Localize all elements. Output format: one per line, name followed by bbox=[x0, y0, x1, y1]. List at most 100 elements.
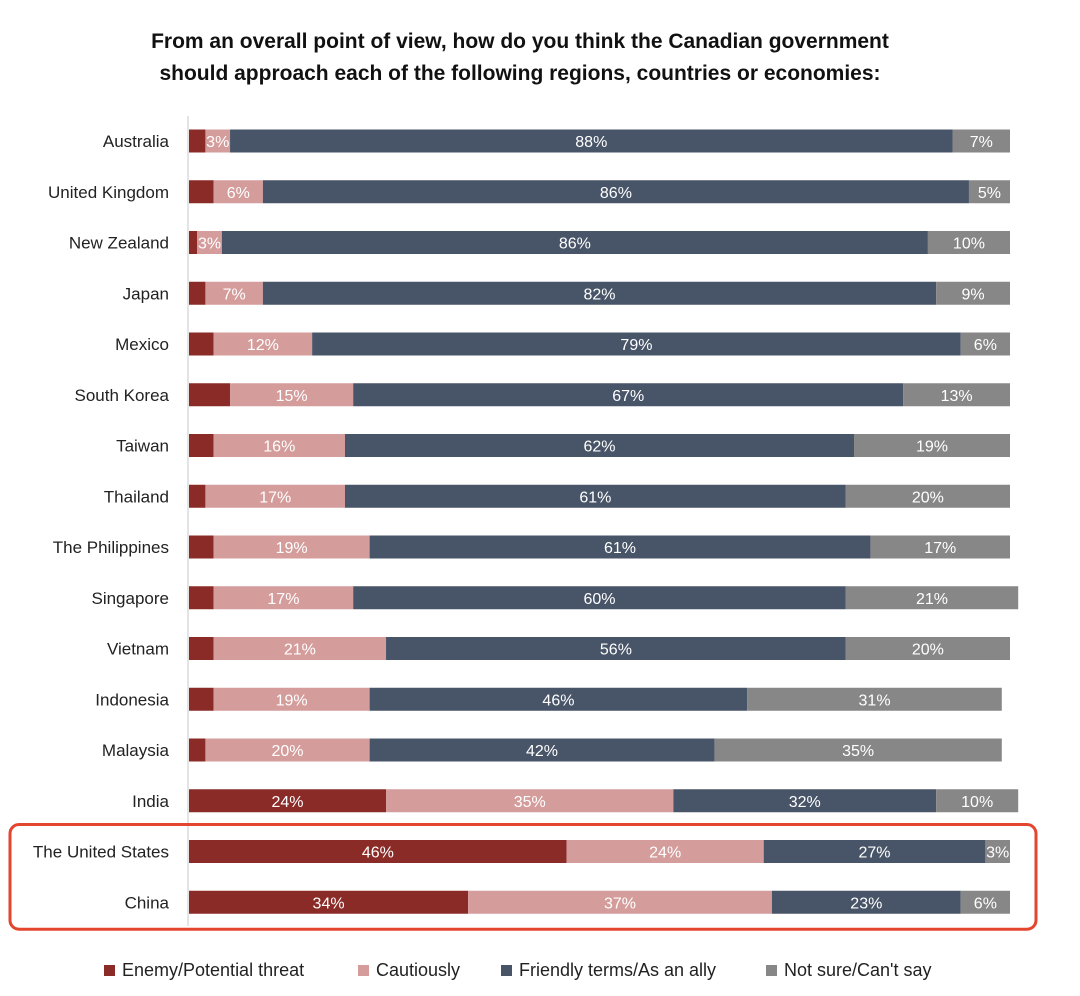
data-label: 15% bbox=[276, 388, 308, 405]
stacked-bar-chart: Australia 3% 88% 7% United Kingdom 6% 86% 5% New… bbox=[8, 116, 1038, 931]
bar-segment bbox=[386, 637, 846, 660]
data-label: 61% bbox=[579, 489, 611, 506]
bar-segment bbox=[870, 535, 1010, 559]
bar-segment bbox=[566, 840, 764, 863]
category-label: United Kingdom bbox=[48, 183, 169, 202]
bar-segment bbox=[952, 129, 1010, 153]
category-label: New Zealand bbox=[69, 234, 169, 253]
bar-segment bbox=[213, 180, 263, 204]
bar-segment bbox=[189, 129, 206, 153]
bar-segment bbox=[771, 890, 961, 914]
category-label: Indonesia bbox=[95, 690, 169, 709]
data-label: 20% bbox=[272, 743, 304, 760]
data-label: 17% bbox=[267, 591, 299, 608]
legend-label-notsure: Not sure/Can't say bbox=[784, 960, 932, 980]
data-label: 3% bbox=[206, 134, 229, 151]
data-label: 86% bbox=[559, 236, 591, 253]
bar-segment bbox=[213, 586, 354, 610]
data-label: 79% bbox=[620, 337, 652, 354]
data-label: 19% bbox=[916, 439, 948, 456]
data-label: 3% bbox=[198, 236, 221, 253]
bar-segment bbox=[213, 535, 370, 559]
bar-segment bbox=[714, 738, 1002, 762]
bar-segment bbox=[262, 281, 937, 305]
bar-segment bbox=[747, 687, 1002, 711]
data-label: 16% bbox=[263, 439, 295, 456]
chart-title-line-2: should approach each of the following re… bbox=[159, 62, 881, 85]
data-label: 20% bbox=[912, 642, 944, 659]
chart-legend: Enemy/Potential threat Cautiously Friend… bbox=[0, 960, 1080, 986]
data-label: 9% bbox=[961, 286, 984, 303]
bar-segment bbox=[213, 687, 370, 711]
category-label: The United States bbox=[33, 843, 169, 862]
data-label: 31% bbox=[859, 692, 891, 709]
data-label: 60% bbox=[583, 591, 615, 608]
bar-segment bbox=[189, 434, 214, 457]
legend-item-cautiously: Cautiously bbox=[358, 960, 460, 981]
legend-item-enemy: Enemy/Potential threat bbox=[104, 960, 304, 981]
bar-segment bbox=[353, 586, 846, 610]
bar-segment bbox=[386, 789, 674, 813]
bar-segment bbox=[927, 231, 1010, 254]
data-label: 19% bbox=[276, 692, 308, 709]
bar-segment bbox=[189, 738, 206, 762]
data-label: 34% bbox=[313, 895, 345, 912]
legend-swatch-cautiously bbox=[358, 965, 369, 976]
category-label: South Korea bbox=[74, 386, 169, 405]
data-label: 46% bbox=[542, 692, 574, 709]
chart-title: From an overall point of view, how do yo… bbox=[0, 26, 1040, 90]
bar-segment bbox=[197, 231, 222, 254]
data-label: 32% bbox=[789, 794, 821, 811]
data-label: 17% bbox=[924, 540, 956, 557]
category-label: Vietnam bbox=[107, 640, 169, 659]
bar-segment bbox=[230, 383, 354, 407]
data-label: 24% bbox=[272, 794, 304, 811]
bar-segment bbox=[189, 535, 214, 559]
bar-segment bbox=[189, 687, 214, 711]
bar-segment bbox=[205, 738, 370, 762]
bar-segment bbox=[854, 434, 1010, 457]
data-label: 37% bbox=[604, 895, 636, 912]
data-label: 82% bbox=[583, 286, 615, 303]
data-label: 13% bbox=[941, 388, 973, 405]
category-label: China bbox=[125, 893, 170, 912]
bar-segment bbox=[205, 129, 231, 153]
data-label: 35% bbox=[842, 743, 874, 760]
bar-segment bbox=[960, 890, 1010, 914]
data-label: 6% bbox=[974, 895, 997, 912]
bar-segment bbox=[213, 332, 313, 356]
bar-segment bbox=[468, 890, 772, 914]
bar-segment bbox=[205, 281, 263, 305]
bar-segment bbox=[903, 383, 1010, 407]
data-label: 21% bbox=[916, 591, 948, 608]
bar-segment bbox=[189, 840, 567, 863]
data-label: 21% bbox=[284, 642, 316, 659]
data-label: 35% bbox=[514, 794, 546, 811]
bar-segment bbox=[213, 434, 345, 457]
bar-segment bbox=[189, 484, 206, 508]
data-label: 12% bbox=[247, 337, 279, 354]
bar-segment bbox=[189, 231, 198, 254]
data-label: 88% bbox=[575, 134, 607, 151]
data-label: 10% bbox=[953, 236, 985, 253]
bar-segment bbox=[189, 332, 214, 356]
legend-swatch-enemy bbox=[104, 965, 115, 976]
category-label: Japan bbox=[123, 284, 169, 303]
data-label: 86% bbox=[600, 185, 632, 202]
category-label: The Philippines bbox=[53, 538, 169, 557]
bar-segment bbox=[189, 180, 214, 204]
category-label: Mexico bbox=[115, 335, 169, 354]
data-label: 67% bbox=[612, 388, 644, 405]
data-label: 61% bbox=[604, 540, 636, 557]
bar-segment bbox=[344, 434, 855, 457]
category-label: Taiwan bbox=[116, 437, 169, 456]
highlight-box bbox=[8, 823, 1038, 931]
data-label: 6% bbox=[974, 337, 997, 354]
bar-segment bbox=[369, 687, 748, 711]
bar-segment bbox=[189, 281, 206, 305]
bar-segment bbox=[189, 637, 214, 660]
bar-segment bbox=[369, 535, 871, 559]
data-label: 3% bbox=[986, 845, 1009, 862]
bar-segment bbox=[221, 231, 928, 254]
bar-segment bbox=[189, 789, 387, 813]
